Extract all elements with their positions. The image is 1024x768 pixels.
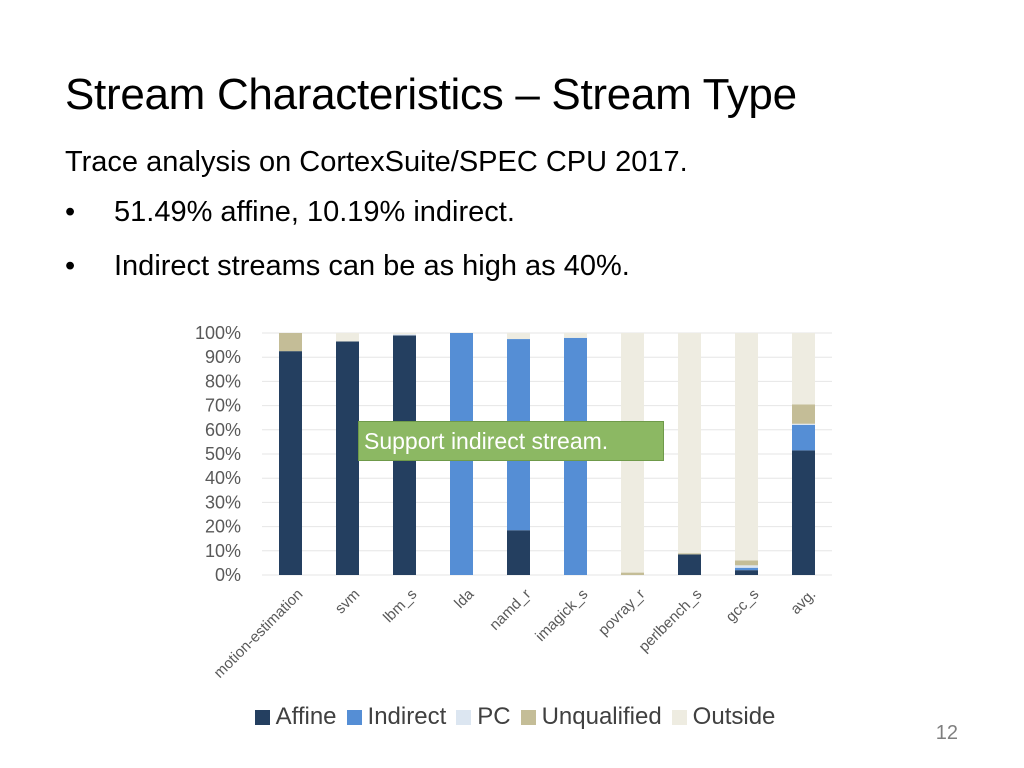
bar-segment-outside bbox=[564, 333, 587, 338]
y-tick-label: 0% bbox=[215, 565, 241, 585]
x-tick-label: avg. bbox=[787, 586, 819, 618]
legend-item: PC bbox=[456, 703, 511, 731]
chart-legend: Affine Indirect PC Unqualified Outside bbox=[0, 703, 1024, 731]
y-tick-label: 100% bbox=[195, 323, 241, 343]
y-tick-label: 20% bbox=[205, 517, 241, 537]
bullet-text: Indirect streams can be as high as 40%. bbox=[114, 250, 630, 282]
legend-item: Indirect bbox=[346, 703, 447, 731]
bar-segment-unqualified bbox=[735, 560, 758, 566]
bar-segment-affine bbox=[792, 450, 815, 575]
bar-segment-affine bbox=[336, 341, 359, 575]
page-number: 12 bbox=[935, 722, 958, 744]
legend-swatch bbox=[671, 709, 687, 725]
bar-segment-affine bbox=[678, 554, 701, 575]
x-tick-label: lda bbox=[451, 585, 478, 612]
legend-item: Affine bbox=[254, 703, 337, 731]
x-tick-label: imagick_s bbox=[532, 586, 591, 645]
bar-segment-outside bbox=[507, 333, 530, 340]
bar-segment-unqualified bbox=[792, 404, 815, 424]
bar-segment-unqualified bbox=[279, 333, 302, 352]
bullet-glyph: • bbox=[65, 250, 76, 282]
legend-label: Indirect bbox=[367, 703, 447, 730]
x-tick-label: lbm_s bbox=[380, 586, 420, 626]
bar-segment-pc bbox=[393, 334, 416, 336]
y-tick-label: 70% bbox=[205, 396, 241, 416]
x-tick-label: gcc_s bbox=[723, 586, 763, 626]
bar-segment-affine bbox=[735, 570, 758, 575]
legend-label: Affine bbox=[275, 703, 337, 730]
bar-segment-affine bbox=[279, 351, 302, 575]
bar-segment-outside bbox=[393, 333, 416, 335]
y-tick-label: 40% bbox=[205, 468, 241, 488]
y-tick-label: 60% bbox=[205, 420, 241, 440]
bullet-glyph: • bbox=[65, 196, 76, 228]
x-tick-label: svm bbox=[332, 586, 363, 617]
slide-subtitle: Trace analysis on CortexSuite/SPEC CPU 2… bbox=[65, 146, 688, 178]
y-tick-label: 90% bbox=[205, 347, 241, 367]
bar-segment-outside bbox=[735, 333, 758, 561]
legend-label: Unqualified bbox=[541, 703, 662, 730]
legend-label: Outside bbox=[692, 703, 776, 730]
bar-segment-affine bbox=[507, 530, 530, 575]
bar-segment-outside bbox=[792, 333, 815, 405]
slide-title: Stream Characteristics – Stream Type bbox=[65, 70, 797, 119]
legend-swatch bbox=[520, 709, 536, 725]
x-tick-label: povray_r bbox=[595, 586, 648, 639]
legend-swatch bbox=[456, 709, 472, 725]
y-tick-label: 10% bbox=[205, 541, 241, 561]
x-tick-label: namd_r bbox=[486, 586, 534, 634]
y-tick-label: 50% bbox=[205, 444, 241, 464]
y-tick-label: 30% bbox=[205, 492, 241, 512]
bar-segment-pc bbox=[735, 565, 758, 568]
legend-swatch bbox=[346, 709, 362, 725]
legend-swatch bbox=[254, 709, 270, 725]
bullet-item: • 51.49% affine, 10.19% indirect. bbox=[65, 196, 630, 250]
legend-item: Outside bbox=[671, 703, 776, 731]
legend-label: PC bbox=[477, 703, 511, 730]
bullet-item: • Indirect streams can be as high as 40%. bbox=[65, 250, 630, 304]
bar-segment-outside bbox=[336, 333, 359, 342]
callout-box: Support indirect stream. bbox=[358, 421, 664, 461]
legend-item: Unqualified bbox=[520, 703, 662, 731]
bullet-text: 51.49% affine, 10.19% indirect. bbox=[114, 196, 515, 228]
x-tick-label: motion-estimation bbox=[211, 586, 307, 682]
bar-segment-pc bbox=[792, 423, 815, 425]
bar-segment-indirect bbox=[792, 424, 815, 451]
bar-segment-indirect bbox=[735, 567, 758, 571]
stacked-bar-chart: 0% 10% 20% 30% 40% 50% 60% 70% 80% 90% 100% motion-… bbox=[195, 323, 832, 682]
y-tick-label: 80% bbox=[205, 371, 241, 391]
bar-segment-unqualified bbox=[678, 553, 701, 555]
bullet-list: • 51.49% affine, 10.19% indirect. • Indire… bbox=[65, 196, 630, 304]
bar-segment-outside bbox=[678, 333, 701, 554]
bar-segment-unqualified bbox=[621, 572, 644, 575]
